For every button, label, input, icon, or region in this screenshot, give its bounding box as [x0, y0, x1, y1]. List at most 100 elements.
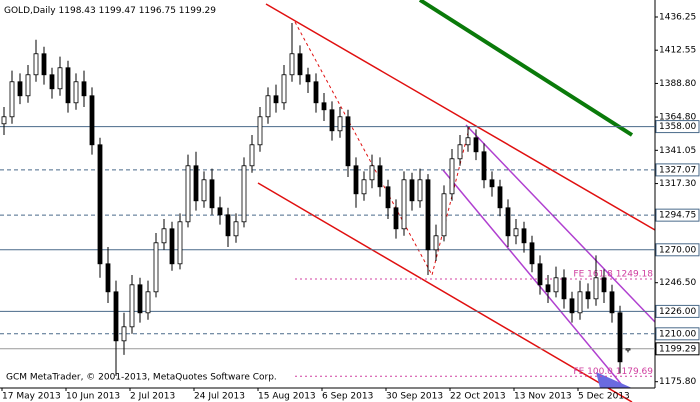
level-box [655, 327, 700, 341]
candle-body [457, 144, 463, 160]
trend-line [265, 3, 656, 231]
candle-body [129, 284, 135, 328]
candle-body [481, 151, 487, 181]
candle-body [377, 165, 383, 188]
candle-body [409, 179, 415, 202]
candle-body [153, 242, 159, 293]
level-label: 1210.00 [659, 329, 696, 339]
candle-body [73, 81, 79, 104]
candle-body [81, 81, 87, 97]
open: 1198.43 [59, 6, 96, 16]
candle-body [105, 263, 111, 293]
y-tick-label: 1341.05 [659, 146, 696, 156]
x-tick-label: 15 Aug 2013 [258, 392, 316, 402]
x-tick-label: 5 Dec 2013 [578, 392, 630, 402]
fibo-base [294, 21, 471, 277]
candle-body [313, 81, 319, 104]
candle-body [145, 291, 151, 314]
trend-line [418, 0, 634, 137]
candle-body [9, 81, 15, 118]
level-label: 1226.00 [659, 307, 696, 317]
level-label: 1294.75 [659, 211, 696, 221]
y-tick-label: 1246.50 [659, 278, 696, 288]
candle-body [577, 291, 583, 314]
candle-body [113, 291, 119, 342]
candle-body [137, 284, 143, 314]
candle-body [281, 74, 287, 104]
level-box [655, 243, 700, 257]
x-tick-label: 17 May 2013 [2, 392, 61, 402]
candle-body [513, 228, 519, 237]
candle-body [585, 291, 591, 300]
candle-body [217, 207, 223, 216]
x-tick-label: 22 Oct 2013 [450, 392, 506, 402]
candle-body [257, 116, 263, 146]
candle-body [393, 207, 399, 230]
trend-line [257, 182, 633, 402]
drawings [257, 0, 656, 402]
y-tick-label: 1412.55 [659, 46, 696, 56]
candle-body [625, 348, 631, 351]
candle-body [41, 53, 47, 76]
level-box [655, 208, 700, 222]
copyright: GCM MetaTrader, © 2001-2013, MetaQuotes … [6, 373, 277, 383]
y-tick-label: 1364.80 [659, 113, 696, 123]
fibo-label: FE 161.8 1249.18 [573, 269, 653, 279]
x-tick-label: 2 Jul 2013 [130, 392, 175, 402]
header: GOLD,Daily 1198.43 1199.47 1196.75 1199.… [4, 6, 216, 16]
candle-body [601, 277, 607, 293]
fibo-label: FE 100.0 1179.69 [573, 367, 653, 377]
candle-body [473, 137, 479, 153]
candle-body [305, 74, 311, 83]
candle-body [553, 277, 559, 293]
close: 1199.29 [179, 6, 216, 16]
candle-body [385, 186, 391, 209]
candle-body [233, 221, 239, 237]
level-label: 1327.07 [659, 165, 696, 175]
x-tick-label: 24 Jul 2013 [194, 392, 245, 402]
y-tick-label: 1436.25 [659, 13, 696, 23]
x-tick-label: 10 Jun 2013 [66, 392, 120, 402]
candle-body [593, 277, 599, 300]
candle-body [169, 228, 175, 265]
candle-body [49, 74, 55, 90]
candle-body [425, 179, 431, 251]
candle-body [193, 165, 199, 202]
candle-body [537, 263, 543, 286]
candle-body [521, 228, 527, 244]
candle-body [177, 221, 183, 265]
candle-body [337, 116, 343, 132]
candle-body [505, 207, 511, 237]
candle-body [561, 277, 567, 300]
channel-line [465, 124, 656, 323]
candle-body [433, 235, 439, 251]
candle-body [17, 81, 23, 97]
candle-body [441, 193, 447, 237]
candle-body [465, 137, 471, 146]
candle-body [609, 291, 615, 314]
candle-body [161, 228, 167, 244]
candle-body [201, 179, 207, 202]
level-label: 1358.00 [659, 122, 696, 132]
candle-body [529, 242, 535, 265]
y-tick-label: 1175.80 [659, 377, 696, 387]
candle-body [225, 214, 231, 237]
candle-body [65, 67, 71, 104]
candle-body [25, 74, 31, 97]
candle-body [321, 102, 327, 111]
candle-body [369, 165, 375, 181]
candle-body [297, 53, 303, 76]
candle-body [401, 179, 407, 230]
candle-body [185, 165, 191, 223]
x-tick-label: 13 Nov 2013 [514, 392, 572, 402]
level-label: 1270.00 [659, 245, 696, 255]
candle-body [57, 67, 63, 90]
candle-body [617, 312, 623, 363]
candle-body [249, 144, 255, 167]
candle-body [1, 116, 7, 125]
y-tick-label: 1388.80 [659, 79, 696, 89]
x-tick-label: 6 Sep 2013 [322, 392, 373, 402]
candle-body [33, 53, 39, 76]
candle-body [449, 158, 455, 195]
